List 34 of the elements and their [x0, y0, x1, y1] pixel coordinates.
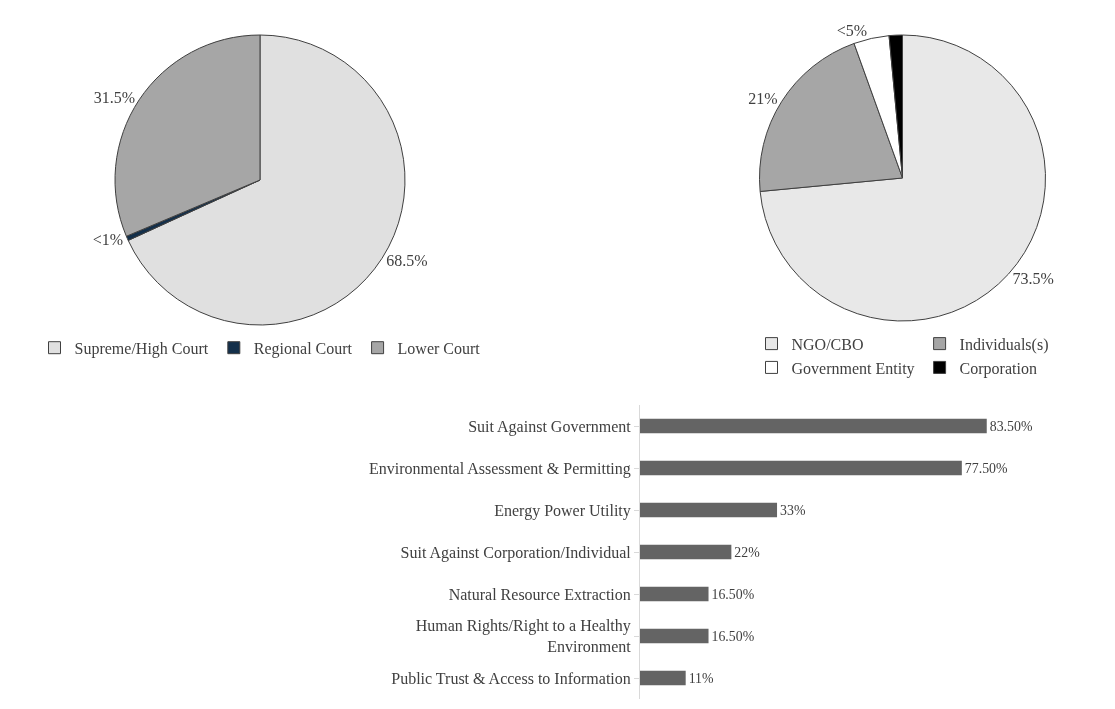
data-label: 77.50%: [964, 460, 1008, 476]
legend-label: Lower Court: [397, 339, 481, 357]
y-tick-label: Energy Power Utility: [494, 501, 631, 520]
y-tick-label: Environmental Assessment & Permitting: [369, 459, 631, 478]
data-label: 31.5%: [93, 88, 135, 106]
data-label: 68.5%: [386, 252, 428, 270]
data-label: 21%: [748, 90, 778, 108]
data-label: 83.50%: [989, 418, 1033, 434]
legend-label: Supreme/High Court: [74, 339, 209, 358]
bar: [640, 418, 987, 434]
data-label: 33%: [780, 502, 806, 518]
legend-label: Regional Court: [253, 339, 353, 358]
data-label: 11%: [688, 670, 714, 686]
y-tick-label: Human Rights/Right to a Healthy Environment: [415, 617, 632, 655]
data-label: 22%: [734, 544, 761, 560]
data-label: <5%: [836, 21, 868, 39]
legend-label: Government Entity: [791, 359, 915, 378]
y-tick-label: Suit Against Corporation/Individual: [400, 543, 632, 562]
data-label: 73.5%: [1012, 269, 1054, 287]
bar: [640, 460, 962, 476]
bar: [640, 502, 778, 518]
bar: [640, 544, 732, 560]
y-tick-label: Suit Against Government: [468, 417, 632, 436]
legend-label: NGO/CBO: [791, 335, 864, 353]
legend-label: Individuals(s): [959, 335, 1049, 354]
data-label: 16.50%: [711, 628, 755, 644]
bar: [640, 670, 686, 686]
data-label: <1%: [92, 231, 124, 249]
legend-label: Corporation: [959, 359, 1037, 378]
bar: [640, 586, 709, 602]
data-label: 16.50%: [711, 586, 755, 602]
y-tick-label: Natural Resource Extraction: [448, 585, 631, 603]
bar: [640, 628, 709, 644]
y-tick-label: Public Trust & Access to Information: [391, 669, 631, 687]
